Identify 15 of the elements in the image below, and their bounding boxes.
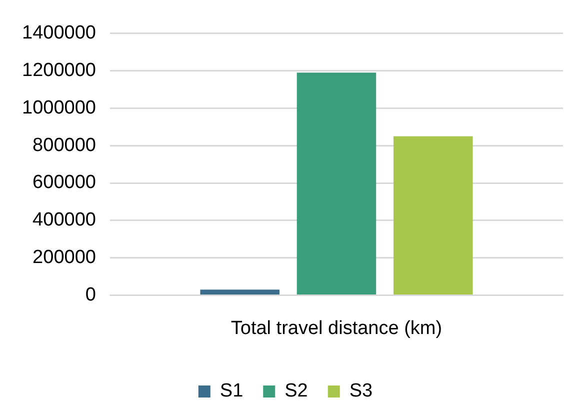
legend-label: S1 — [220, 380, 244, 402]
x-tick-label: Total travel distance (km) — [230, 318, 442, 339]
y-tick-label: 200000 — [32, 247, 96, 268]
bar — [296, 72, 376, 294]
bar — [394, 136, 473, 294]
legend-label: S2 — [284, 380, 308, 402]
y-tick-label: 400000 — [32, 210, 96, 231]
bar — [200, 290, 280, 294]
y-tick-label: 1400000 — [22, 22, 96, 44]
y-tick-label: 1200000 — [22, 60, 96, 82]
y-tick-label: 0 — [85, 284, 96, 306]
y-tick-label: 800000 — [32, 134, 96, 156]
legend-label: S3 — [349, 380, 373, 402]
y-tick-label: 600000 — [32, 172, 96, 194]
y-tick-label: 1000000 — [22, 97, 96, 118]
